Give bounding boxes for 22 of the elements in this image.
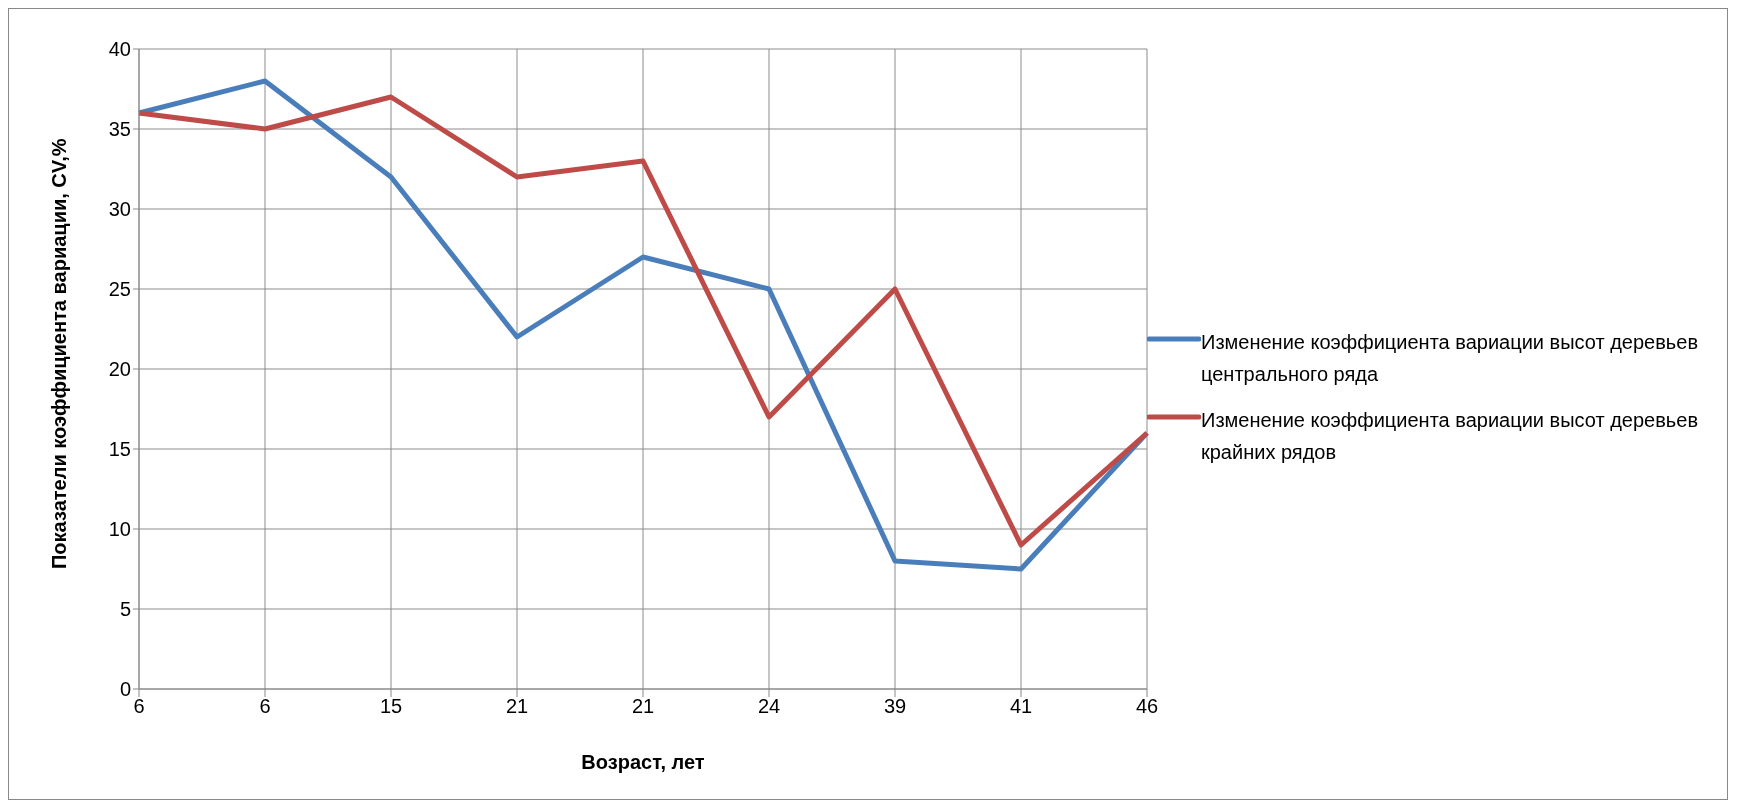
y-tick-label: 20: [108, 358, 131, 381]
y-tick-label: 25: [108, 278, 131, 301]
y-tick-label: 10: [108, 518, 131, 541]
y-axis-title: Показатели коэффициента вариации, CV,%: [48, 138, 71, 569]
legend-label: Изменение коэффициента вариации высот деревьев центрального ряда: [1201, 330, 1700, 387]
x-tick-label: 15: [379, 695, 403, 718]
y-tick-label: 0: [119, 678, 131, 701]
y-tick-label: 35: [108, 118, 131, 141]
x-tick-label: 21: [505, 695, 529, 718]
x-tick-label: 46: [1135, 695, 1159, 718]
x-tick-label: 21: [631, 695, 655, 718]
x-tick-label: 24: [757, 695, 781, 718]
x-tick-label: 41: [1009, 695, 1033, 718]
x-axis-title: Возраст, лет: [581, 751, 705, 773]
y-tick-label: 5: [119, 598, 131, 621]
x-tick-label: 39: [883, 695, 907, 718]
legend-label: Изменение коэффициента вариации высот деревьев крайних рядов: [1201, 408, 1700, 465]
y-tick-label: 40: [108, 38, 131, 61]
x-tick-label: 6: [259, 695, 271, 718]
y-tick-label: 15: [108, 438, 131, 461]
y-tick-label: 30: [108, 198, 131, 221]
x-tick-label: 6: [133, 695, 145, 718]
